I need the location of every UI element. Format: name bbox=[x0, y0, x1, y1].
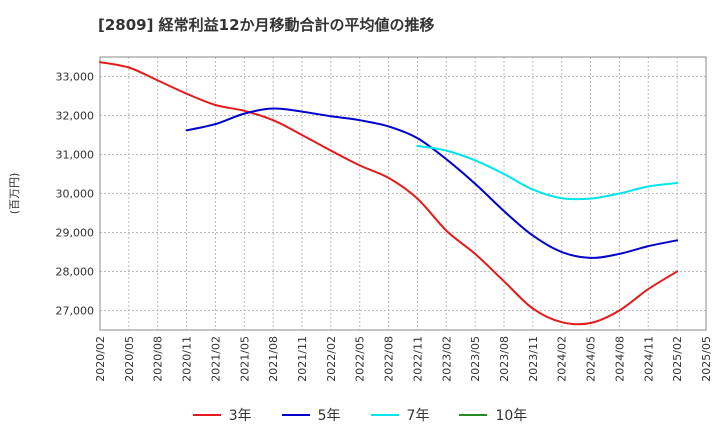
chart-legend: 3年 5年 7年 10年 bbox=[0, 400, 720, 430]
x-tick-label: 2024/02 bbox=[556, 336, 569, 382]
x-tick-label: 2021/08 bbox=[267, 336, 280, 382]
series-line-3 bbox=[416, 144, 679, 201]
legend-item-4: 10年 bbox=[459, 405, 527, 425]
y-tick-label: 30,000 bbox=[56, 188, 95, 201]
label-layer: 2020/02 2020/05 2020/08 2020/11 2021/02 2021/… bbox=[8, 71, 713, 382]
legend-item-1: 3年 bbox=[192, 405, 252, 425]
x-tick-label: 2025/02 bbox=[671, 336, 684, 382]
legend-item-3: 7年 bbox=[370, 405, 430, 425]
legend-swatch bbox=[281, 414, 310, 416]
x-tick-label: 2020/08 bbox=[152, 336, 165, 382]
chart-title: [2809] 経常利益12か月移動合計の平均値の推移 bbox=[98, 16, 435, 34]
legend-swatch bbox=[192, 414, 221, 416]
y-tick-label: 27,000 bbox=[56, 305, 95, 318]
series-layer bbox=[99, 61, 679, 326]
x-tick-label: 2023/08 bbox=[498, 336, 511, 382]
x-tick-label: 2024/05 bbox=[585, 336, 598, 382]
series-line-1 bbox=[99, 61, 679, 326]
x-tick-label: 2025/05 bbox=[700, 336, 713, 382]
x-tick-label: 2024/08 bbox=[613, 336, 626, 382]
x-tick-label: 2022/08 bbox=[383, 336, 396, 382]
legend-label: 10年 bbox=[495, 408, 528, 424]
legend-label: 5年 bbox=[317, 408, 341, 424]
x-tick-label: 2023/05 bbox=[469, 336, 482, 382]
x-tick-label: 2022/02 bbox=[325, 336, 338, 382]
x-tick-label: 2021/11 bbox=[296, 336, 309, 382]
y-tick-label: 31,000 bbox=[56, 149, 95, 162]
legend-swatch bbox=[459, 414, 488, 416]
x-tick-label: 2020/02 bbox=[94, 336, 107, 382]
x-tick-label: 2021/05 bbox=[238, 336, 251, 382]
x-tick-label: 2024/11 bbox=[642, 336, 655, 382]
x-tick-label: 2020/05 bbox=[123, 336, 136, 382]
y-tick-label: 28,000 bbox=[56, 266, 95, 279]
y-axis-label: (百万円) bbox=[8, 173, 21, 215]
y-tick-label: 33,000 bbox=[56, 71, 95, 84]
x-tick-label: 2021/02 bbox=[209, 336, 222, 382]
plot-border bbox=[99, 56, 707, 331]
legend-swatch bbox=[370, 414, 399, 416]
x-tick-label: 2022/11 bbox=[411, 336, 424, 382]
y-tick-label: 32,000 bbox=[56, 110, 95, 123]
x-tick-label: 2023/02 bbox=[440, 336, 453, 382]
x-tick-label: 2022/05 bbox=[354, 336, 367, 382]
x-tick-label: 2020/11 bbox=[181, 336, 194, 382]
x-tick-label: 2023/11 bbox=[527, 336, 540, 382]
legend-label: 7年 bbox=[406, 408, 430, 424]
y-tick-label: 29,000 bbox=[56, 227, 95, 240]
legend-item-2: 5年 bbox=[281, 405, 341, 425]
series-line-2 bbox=[185, 107, 679, 259]
axis-layer bbox=[99, 56, 707, 331]
legend-label: 3年 bbox=[228, 408, 252, 424]
